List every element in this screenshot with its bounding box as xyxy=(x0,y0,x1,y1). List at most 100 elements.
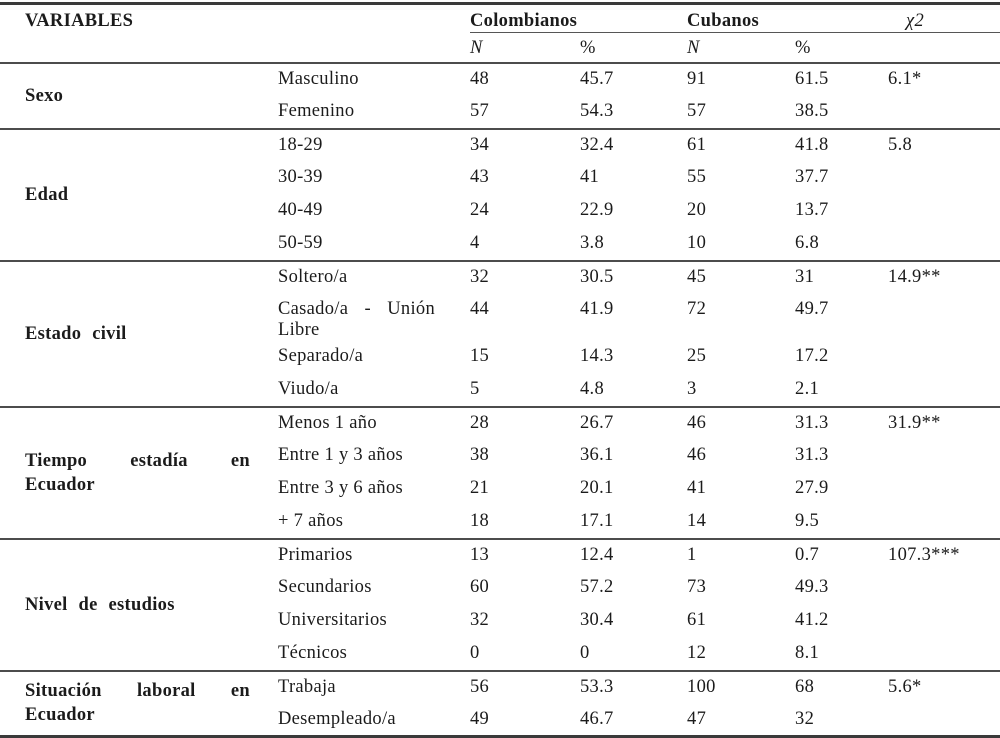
table-row: Femenino 57 54.3 57 38.5 xyxy=(0,96,1000,129)
pct-cubanos-cell: 61.5 xyxy=(795,68,829,89)
pct-colombianos-cell: 30.4 xyxy=(580,609,614,630)
chi2-cell xyxy=(888,638,1000,671)
pct-cubanos-cell: 31.3 xyxy=(795,444,829,465)
variable-group-label: Situación laboral en Ecuador xyxy=(25,681,250,726)
n-cubanos-cell: 61 xyxy=(687,609,707,630)
col-header-n-cubanos: N xyxy=(687,32,796,64)
n-colombianos-cell: 18 xyxy=(470,510,490,531)
pct-colombianos-cell: 17.1 xyxy=(580,510,614,531)
spacer-cell xyxy=(888,32,1000,64)
col-header-variables: VARIABLES xyxy=(25,11,134,31)
variable-group-label: Edad xyxy=(25,184,69,205)
category-cell: Casado/a - Unión Libre xyxy=(278,298,435,340)
section-edad: Edad 18-29 34 32.4 61 41.8 5.8 30-39 43 41 55 37.7 4… xyxy=(0,128,1000,261)
chi2-cell xyxy=(888,195,1000,228)
pct-cubanos-cell: 9.5 xyxy=(795,510,820,531)
category-cell: Universitarios xyxy=(278,609,388,630)
chi2-cell: 5.8 xyxy=(888,134,913,155)
category-cell: Trabaja xyxy=(278,676,336,697)
header-row-measures: N % N % xyxy=(0,32,1000,64)
chi2-cell xyxy=(888,572,1000,605)
table-row: Viudo/a 5 4.8 3 2.1 xyxy=(0,374,1000,407)
n-colombianos-cell: 24 xyxy=(470,199,490,220)
n-colombianos-cell: 5 xyxy=(470,378,480,399)
pct-cubanos-cell: 37.7 xyxy=(795,166,829,187)
pct-colombianos-cell: 4.8 xyxy=(580,378,605,399)
col-header-pct-colombianos: % xyxy=(580,32,688,64)
chi2-cell: 14.9** xyxy=(888,266,941,287)
section-nivel-de-estudios: Nivel de estudios Primarios 13 12.4 1 0.7 107.… xyxy=(0,538,1000,671)
pct-cubanos-cell: 49.3 xyxy=(795,576,829,597)
category-cell: Masculino xyxy=(278,68,359,89)
header-row-groups: VARIABLES Colombianos Cubanos χ2 xyxy=(0,3,1000,33)
col-header-chi2: χ2 xyxy=(888,3,1000,33)
table-row: Secundarios 60 57.2 73 49.3 xyxy=(0,572,1000,605)
pct-colombianos-cell: 46.7 xyxy=(580,708,614,729)
table-header: VARIABLES Colombianos Cubanos χ2 N % N % xyxy=(0,3,1000,64)
n-colombianos-cell: 57 xyxy=(470,100,490,121)
spacer-cell xyxy=(278,4,470,33)
n-colombianos-cell: 32 xyxy=(470,266,490,287)
n-colombianos-cell: 4 xyxy=(470,232,480,253)
category-cell: Soltero/a xyxy=(278,266,348,287)
chi2-cell xyxy=(888,374,1000,407)
chi2-cell xyxy=(888,473,1000,506)
n-cubanos-cell: 3 xyxy=(687,378,697,399)
n-cubanos-cell: 41 xyxy=(687,477,707,498)
chi2-cell: 31.9** xyxy=(888,412,941,433)
n-cubanos-cell: 46 xyxy=(687,412,707,433)
col-header-colombianos: Colombianos xyxy=(470,3,688,33)
chi2-cell xyxy=(888,605,1000,638)
pct-cubanos-cell: 27.9 xyxy=(795,477,829,498)
n-colombianos-cell: 48 xyxy=(470,68,490,89)
pct-colombianos-cell: 54.3 xyxy=(580,100,614,121)
pct-cubanos-cell: 6.8 xyxy=(795,232,820,253)
n-colombianos-cell: 44 xyxy=(470,298,490,319)
pct-colombianos-cell: 0 xyxy=(580,642,590,663)
pct-colombianos-cell: 57.2 xyxy=(580,576,614,597)
category-cell: Desempleado/a xyxy=(278,708,396,729)
pct-colombianos-cell: 41 xyxy=(580,166,600,187)
n-cubanos-cell: 1 xyxy=(687,544,697,565)
variable-group-label: Nivel de estudios xyxy=(25,594,175,615)
n-cubanos-cell: 72 xyxy=(687,298,707,319)
table-row: Situación laboral en Ecuador Trabaja 56 53.… xyxy=(0,671,1000,726)
chi2-cell: 107.3*** xyxy=(888,544,960,565)
table-row: Tiempo estadía en Ecuador Menos 1 año 28 26… xyxy=(0,407,1000,495)
pct-cubanos-cell: 41.2 xyxy=(795,609,829,630)
n-cubanos-cell: 100 xyxy=(687,676,716,697)
category-cell: 30-39 xyxy=(278,166,323,187)
pct-cubanos-cell: 0.7 xyxy=(795,544,820,565)
n-colombianos-cell: 15 xyxy=(470,345,490,366)
chi2-cell xyxy=(888,162,1000,195)
table-row: Entre 3 y 6 años 21 20.1 41 27.9 xyxy=(0,473,1000,506)
category-cell: 40-49 xyxy=(278,199,323,220)
table-row: Universitarios 32 30.4 61 41.2 xyxy=(0,605,1000,638)
spacer-cell xyxy=(278,32,470,64)
n-cubanos-cell: 14 xyxy=(687,510,707,531)
pct-colombianos-cell: 41.9 xyxy=(580,298,614,319)
n-colombianos-cell: 0 xyxy=(470,642,480,663)
n-cubanos-cell: 47 xyxy=(687,708,707,729)
n-colombianos-cell: 60 xyxy=(470,576,490,597)
pct-cubanos-cell: 8.1 xyxy=(795,642,820,663)
pct-colombianos-cell: 45.7 xyxy=(580,68,614,89)
table-row: Sexo Masculino 48 45.7 91 61.5 6.1* xyxy=(0,63,1000,106)
chi2-cell xyxy=(888,96,1000,129)
category-cell: Primarios xyxy=(278,544,353,565)
table-row: + 7 años 18 17.1 14 9.5 xyxy=(0,506,1000,539)
table-row: 50-59 4 3.8 10 6.8 xyxy=(0,228,1000,261)
category-cell: Secundarios xyxy=(278,576,372,597)
n-colombianos-cell: 28 xyxy=(470,412,490,433)
n-cubanos-cell: 57 xyxy=(687,100,707,121)
chi2-cell: 5.6* xyxy=(888,676,922,697)
category-cell: Femenino xyxy=(278,100,355,121)
category-cell: + 7 años xyxy=(278,510,344,531)
n-colombianos-cell: 32 xyxy=(470,609,490,630)
n-cubanos-cell: 61 xyxy=(687,134,707,155)
pct-colombianos-cell: 30.5 xyxy=(580,266,614,287)
pct-cubanos-cell: 38.5 xyxy=(795,100,829,121)
n-colombianos-cell: 56 xyxy=(470,676,490,697)
pct-cubanos-cell: 49.7 xyxy=(795,298,829,319)
